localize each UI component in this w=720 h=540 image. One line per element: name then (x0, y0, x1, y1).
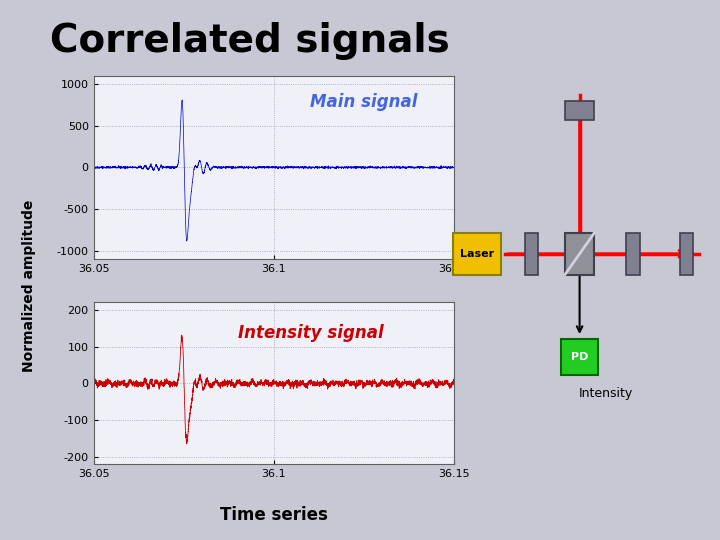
Polygon shape (680, 233, 693, 274)
Text: Intensity signal: Intensity signal (238, 324, 383, 342)
Text: Time series: Time series (220, 506, 328, 524)
Polygon shape (525, 233, 539, 274)
Text: Intensity: Intensity (579, 387, 634, 400)
Text: Normalized amplitude: Normalized amplitude (22, 200, 36, 373)
Polygon shape (565, 233, 594, 274)
Text: Main signal: Main signal (310, 93, 417, 111)
FancyBboxPatch shape (453, 233, 501, 274)
Polygon shape (626, 233, 639, 274)
Text: Correlated signals: Correlated signals (50, 22, 450, 59)
Text: Laser: Laser (460, 249, 494, 259)
Polygon shape (565, 100, 594, 120)
Text: PD: PD (571, 352, 588, 362)
FancyBboxPatch shape (561, 339, 598, 375)
